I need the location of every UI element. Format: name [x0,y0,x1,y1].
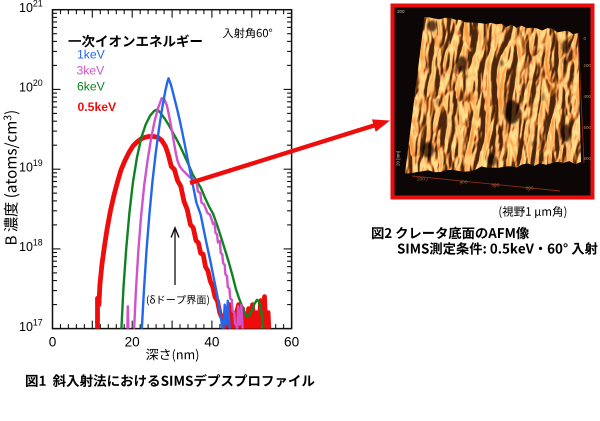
svg-text:3keV: 3keV [77,64,106,78]
svg-text:200: 200 [584,63,592,68]
svg-text:300: 300 [397,9,405,14]
svg-text:40: 40 [204,335,220,350]
svg-text:600: 600 [492,183,500,189]
svg-text:0: 0 [49,335,57,350]
svg-text:600: 600 [584,125,592,130]
svg-text:6keV: 6keV [77,80,106,94]
svg-text:1keV: 1keV [77,47,106,61]
svg-text:800: 800 [526,186,534,192]
svg-text:20 [nm]: 20 [nm] [396,151,401,166]
svg-text:400: 400 [460,180,468,186]
svg-text:60: 60 [284,335,300,350]
svg-text:800: 800 [584,156,592,161]
svg-text:400: 400 [584,94,592,99]
svg-text:20: 20 [125,335,141,350]
svg-text:0: 0 [584,36,587,41]
svg-text:0.5keV: 0.5keV [78,100,117,114]
svg-text:200: 200 [417,177,425,183]
